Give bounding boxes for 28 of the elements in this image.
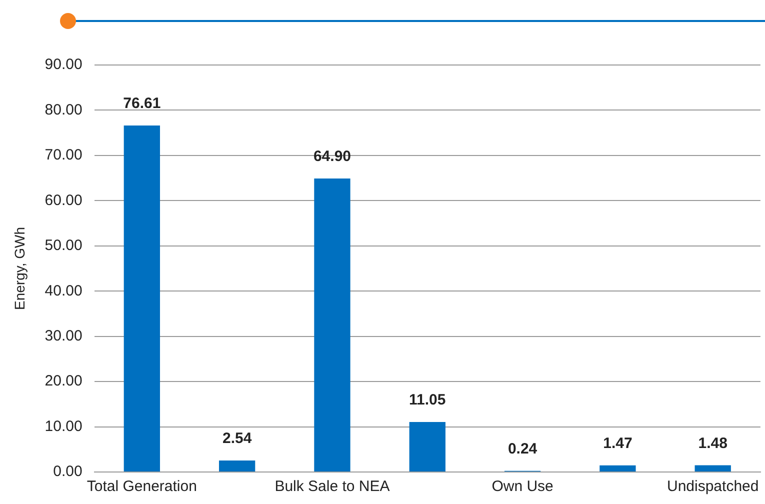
y-tick-label: 20.00 bbox=[44, 372, 82, 390]
data-label: 1.47 bbox=[603, 434, 632, 452]
y-tick-label: 80.00 bbox=[44, 101, 82, 118]
y-tick-label: 60.00 bbox=[44, 192, 82, 209]
data-label: 1.48 bbox=[698, 434, 728, 452]
data-label: 0.24 bbox=[508, 440, 538, 458]
y-tick-label: 50.00 bbox=[44, 237, 82, 254]
bar bbox=[409, 422, 446, 472]
bar bbox=[218, 460, 256, 472]
y-tick-label: 0.00 bbox=[53, 463, 82, 480]
data-label: 76.61 bbox=[123, 95, 161, 112]
data-label: 2.54 bbox=[222, 430, 252, 448]
x-tick-label: Total Generation bbox=[86, 478, 197, 496]
y-tick-label: 10.00 bbox=[44, 418, 82, 435]
y-tick-label: 40.00 bbox=[44, 282, 82, 300]
bar bbox=[694, 465, 731, 472]
x-tick-label: Bulk Sale to NEA bbox=[274, 478, 390, 496]
y-tick-label: 70.00 bbox=[44, 146, 82, 164]
bar bbox=[600, 465, 636, 472]
y-tick-label: 30.00 bbox=[44, 327, 82, 344]
x-tick-label: Undispatched bbox=[666, 478, 759, 496]
bar bbox=[124, 126, 160, 472]
x-tick-label: Own Use bbox=[492, 478, 554, 496]
data-label: 64.90 bbox=[313, 148, 351, 166]
bar bbox=[314, 178, 350, 472]
data-label: 11.05 bbox=[409, 392, 446, 409]
y-axis-title: Energy, GWh bbox=[11, 227, 28, 310]
y-tick-label: 90.00 bbox=[44, 56, 82, 74]
